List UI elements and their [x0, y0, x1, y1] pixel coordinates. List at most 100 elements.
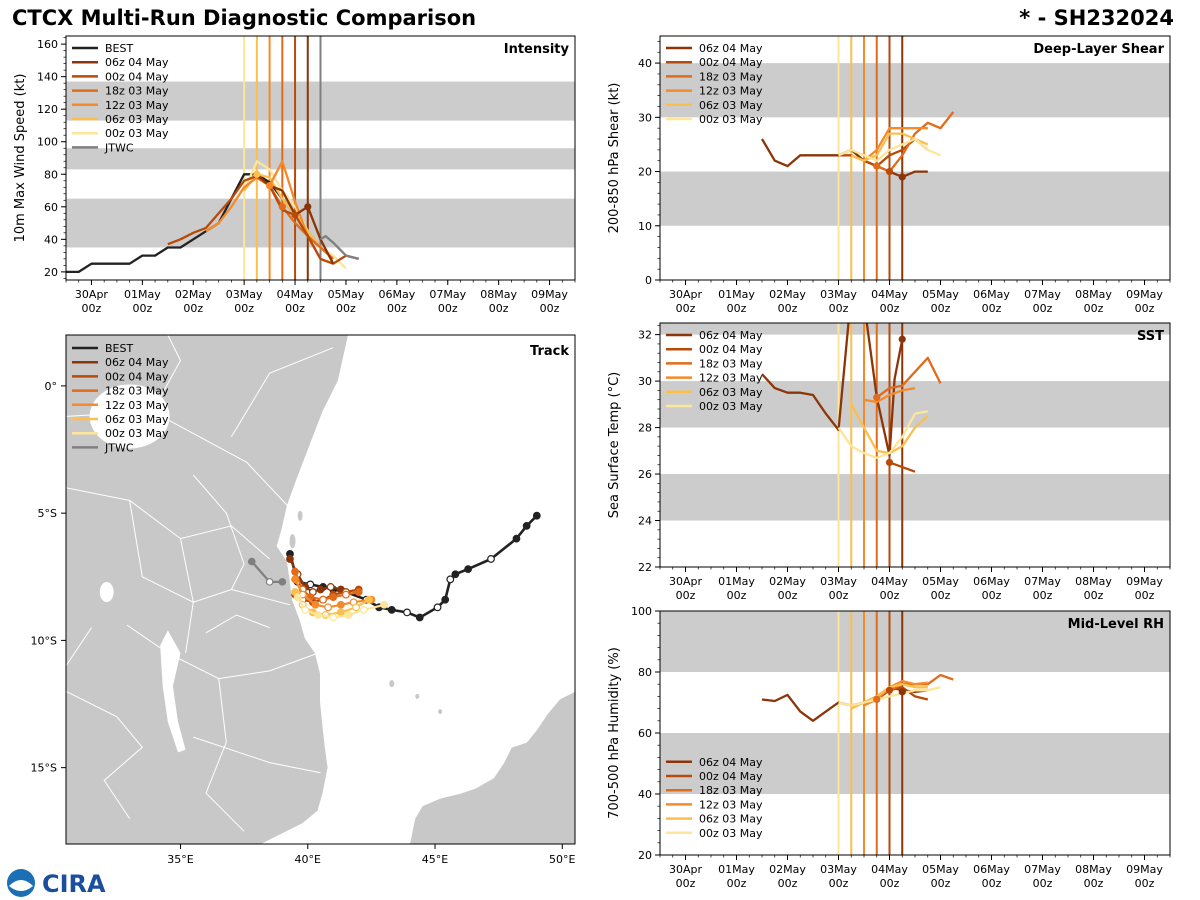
rh-xtick-label: 08May: [1075, 863, 1112, 876]
shear-ytick-label: 20: [638, 166, 652, 179]
intensity-xtick-label: 00z: [489, 302, 509, 315]
rh-xtick-label: 00z: [778, 877, 798, 890]
sst-series-00z-04-may: [889, 461, 916, 473]
sst-series-12z-03-may: [863, 386, 916, 404]
rh-ylabel: 700-500 hPa Humidity (%): [607, 647, 622, 819]
rh-ytick-label: 100: [631, 605, 652, 618]
track-ytick-label: 0°: [45, 380, 58, 393]
sst-ytick-label: 22: [638, 561, 652, 574]
rh-xtick-label: 02May: [769, 863, 806, 876]
sst-xtick-label: 09May: [1126, 575, 1163, 588]
comoros-island: [415, 693, 420, 699]
shear-ylabel: 200-850 hPa Shear (kt): [607, 83, 622, 234]
shear-xtick-label: 00z: [727, 302, 747, 315]
track-point-best: [441, 595, 450, 604]
shear-ytick-label: 30: [638, 111, 652, 124]
shear-xtick-label: 00z: [1033, 302, 1053, 315]
boundary-line: [66, 627, 92, 667]
sst-xtick-label: 04May: [871, 575, 908, 588]
lake-victoria: [89, 384, 170, 449]
track-point-best: [415, 613, 424, 622]
shear-xtick-label: 00z: [1135, 302, 1155, 315]
sst-series-00z-03-may: [837, 410, 929, 459]
intensity-xtick-label: 06May: [378, 288, 415, 301]
shear-xtick-label: 01May: [718, 288, 755, 301]
rh-xtick-label: 00z: [1084, 877, 1104, 890]
rh-xtick-label: 00z: [982, 877, 1002, 890]
rh-band-1: [660, 611, 1170, 672]
sst-xtick-label: 00z: [931, 589, 951, 602]
sst-xtick-label: 00z: [1084, 589, 1104, 602]
track-point-06z-03-may: [336, 608, 345, 617]
panel-intensity: 2040608010012014016030Apr00z01May00z02Ma…: [13, 35, 576, 315]
rh-marker-00z-04-may: [885, 686, 894, 694]
track-point-18z-03-may: [342, 590, 350, 599]
intensity-marker-12z-03-may: [266, 182, 274, 190]
shear-xtick-label: 05May: [922, 288, 959, 301]
track-legend-label: 00z 04 May: [105, 370, 169, 383]
rh-marker-18z-03-may: [873, 695, 881, 704]
track-point-00z-03-may: [293, 593, 302, 602]
intensity-legend-label: JTWC: [104, 141, 134, 154]
shear-legend-label: 06z 04 May: [699, 42, 763, 55]
intensity-marker-00z-04-may: [291, 211, 299, 219]
sst-xtick-label: 00z: [727, 589, 747, 602]
pemba-island: [297, 510, 303, 521]
shear-xtick-label: 08May: [1075, 288, 1112, 301]
intensity-plot-area: [66, 36, 575, 280]
sst-xtick-label: 07May: [1024, 575, 1061, 588]
lake-rukwa: [99, 582, 114, 603]
boundary-line: [180, 538, 194, 654]
noaa-emblem-wave-icon: [9, 880, 33, 891]
shear-legend-label: 06z 03 May: [699, 99, 763, 112]
rh-ytick-label: 20: [638, 849, 652, 862]
sst-marker-18z-03-may: [873, 393, 881, 401]
rh-xtick-label: 30Apr: [669, 863, 703, 876]
track-legend-label: 12z 03 May: [105, 399, 169, 412]
track-point-06z-03-may: [364, 595, 373, 604]
sst-legend-label: 12z 03 May: [699, 372, 763, 385]
sst-xtick-label: 08May: [1075, 575, 1112, 588]
boundary-line: [230, 347, 334, 438]
shear-xtick-label: 00z: [880, 302, 900, 315]
africa-landmass: [66, 335, 350, 844]
intensity-xtick-label: 00z: [82, 302, 102, 315]
track-point-18z-03-may: [329, 593, 338, 602]
rh-panel-title: Mid-Level RH: [1068, 617, 1164, 632]
rh-xtick-label: 00z: [1033, 877, 1053, 890]
track-point-best: [446, 575, 455, 584]
boundary-line: [152, 410, 288, 506]
sst-legend-label: 06z 04 May: [699, 329, 763, 342]
shear-xtick-label: 04May: [871, 288, 908, 301]
lake-malawi: [160, 630, 186, 753]
track-point-06z-03-may: [352, 603, 361, 612]
shear-xtick-label: 02May: [769, 288, 806, 301]
sst-ytick-label: 24: [638, 515, 652, 528]
intensity-ytick-label: 100: [37, 136, 58, 149]
track-point-18z-03-may: [354, 588, 363, 596]
track-point-best: [387, 605, 396, 614]
rh-ytick-label: 40: [638, 788, 652, 801]
intensity-series-jtwc: [319, 234, 359, 261]
sst-band-0: [660, 474, 1170, 521]
track-legend-label: 06z 04 May: [105, 356, 169, 369]
boundary-line: [192, 474, 245, 590]
intensity-xtick-label: 02May: [175, 288, 212, 301]
sst-legend-label: 06z 03 May: [699, 386, 763, 399]
chart-title: CTCX Multi-Run Diagnostic Comparison: [12, 6, 477, 30]
track-xtick-label: 45°E: [422, 853, 448, 866]
intensity-ytick-label: 60: [44, 201, 58, 214]
intensity-legend-label: 06z 03 May: [105, 113, 169, 126]
shear-series-18z-03-may: [876, 111, 955, 173]
intensity-xtick-label: 30Apr: [75, 288, 109, 301]
intensity-legend-label: 00z 03 May: [105, 127, 169, 140]
storm-id: * - SH232024: [1019, 6, 1174, 30]
rh-ytick-label: 60: [638, 727, 652, 740]
panel-shear: 01020304030Apr00z01May00z02May00z03May00…: [607, 35, 1171, 315]
track-point-jtwc: [278, 578, 287, 586]
track-legend-label: 06z 03 May: [105, 413, 169, 426]
track-point-12z-03-may: [311, 600, 320, 609]
madagascar-landmass: [409, 690, 575, 844]
track-point-best: [451, 570, 460, 579]
sst-legend-label: 00z 04 May: [699, 343, 763, 356]
